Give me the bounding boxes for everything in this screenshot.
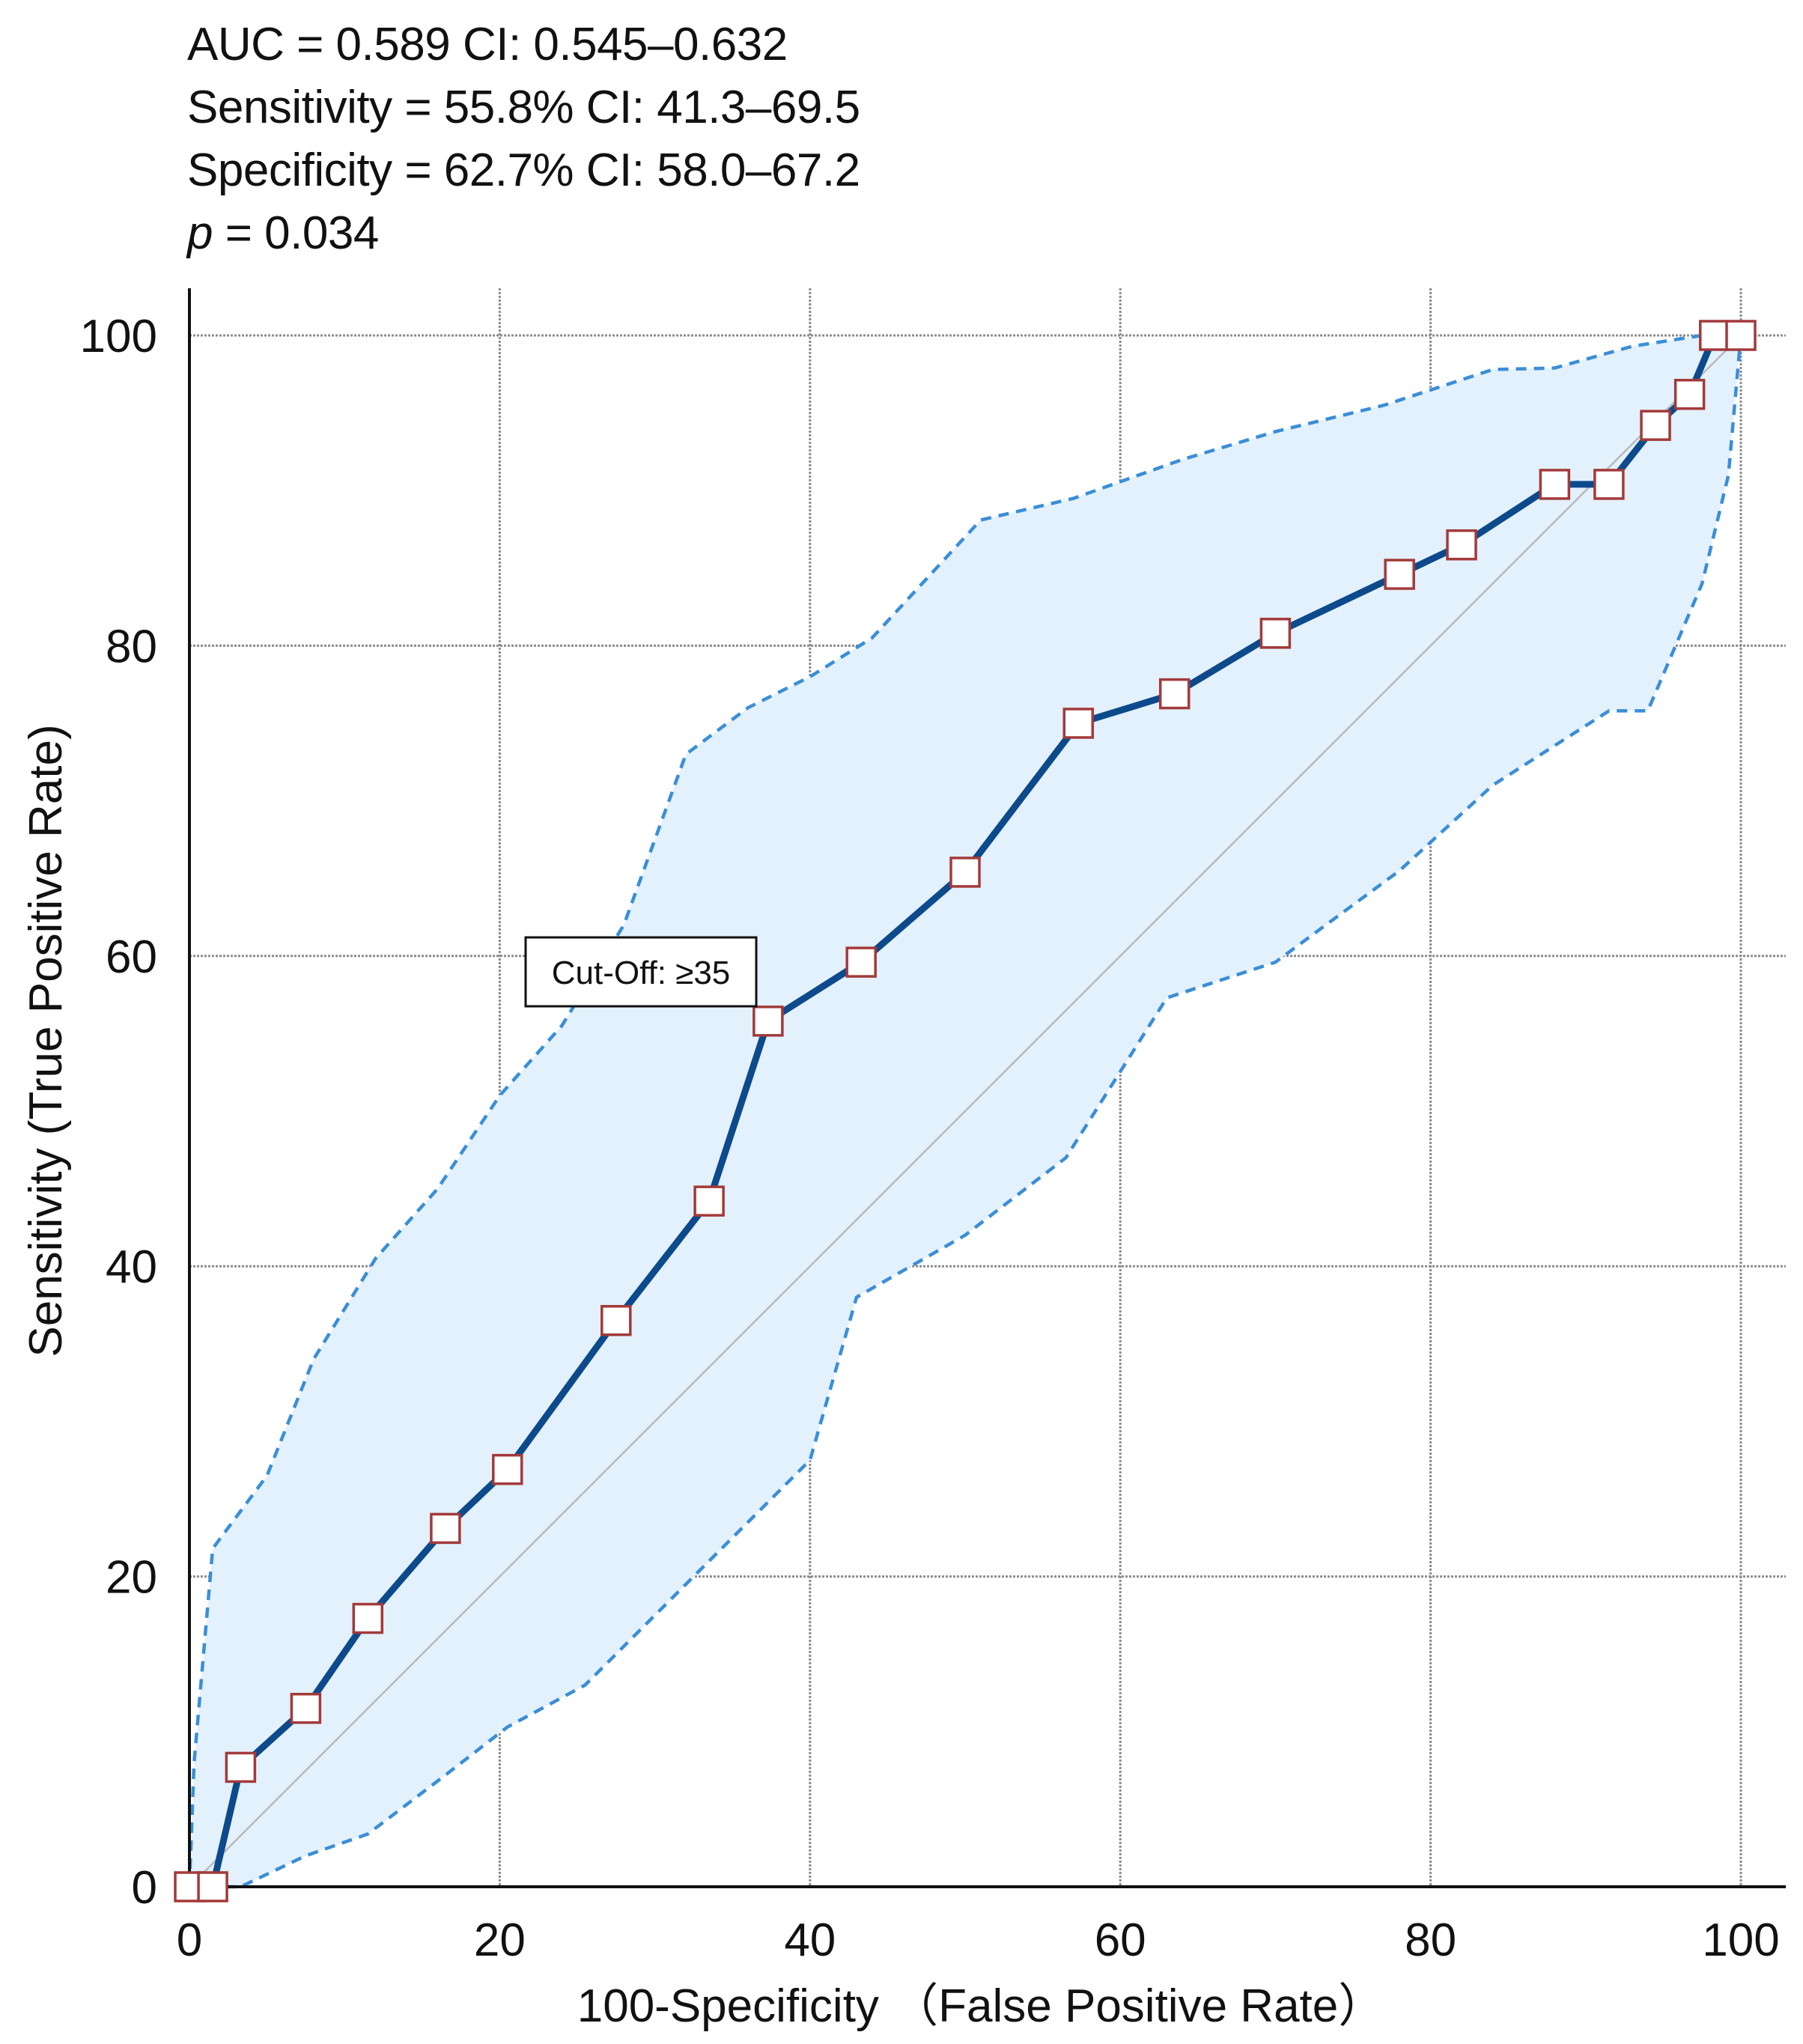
tick-labels: 0 20 40 60 80 100 0 20 40 60 80 100 [80,311,1780,1966]
roc-point-22 [1725,320,1757,351]
reference-diagonal [189,335,1742,1888]
roc-point-8 [693,1185,725,1217]
x-tick-label-60: 60 [1095,1914,1146,1966]
y-tick-label-60: 60 [106,931,157,983]
roc-point-16 [1446,529,1477,561]
cutoff-annotation: Cut-Off: ≥35 [524,936,758,1008]
x-tick-label-20: 20 [474,1914,526,1966]
roc-point-5 [430,1512,461,1545]
roc-point-18 [1593,469,1625,500]
roc-point-20 [1673,378,1706,410]
x-tick-label-100: 100 [1702,1914,1779,1966]
y-tick-label-20: 20 [106,1552,157,1604]
axes [188,288,1786,1888]
y-tick-label-0: 0 [132,1862,157,1914]
auc-stat: AUC = 0.589 CI: 0.545–0.632 [187,19,788,70]
x-axis-title: 100-Specificity （False Positive Rate） [577,1980,1385,2032]
x-tick-label-0: 0 [177,1914,202,1966]
y-tick-label-100: 100 [80,311,157,362]
stats-block: AUC = 0.589 CI: 0.545–0.632 Sensitivity … [187,13,860,265]
roc-point-10 [845,946,877,978]
roc-point-9 [752,1006,784,1037]
roc-point-12 [1062,708,1095,739]
roc-point-4 [352,1602,384,1634]
cutoff-label: Cut-Off: ≥35 [552,955,731,991]
roc-point-21 [1699,320,1730,351]
roc-point-3 [290,1692,322,1724]
roc-point-7 [601,1304,632,1336]
roc-point-1 [197,1871,228,1902]
x-tick-label-40: 40 [784,1914,836,1966]
cutoff-box [524,936,758,1008]
roc-point-14 [1259,618,1292,649]
y-tick-label-40: 40 [106,1241,157,1293]
roc-point-2 [225,1751,257,1783]
roc-markers [174,320,1757,1902]
roc-point-15 [1384,559,1415,590]
roc-point-17 [1539,469,1571,500]
roc-point-19 [1640,410,1671,441]
roc-point-6 [492,1453,523,1485]
p-value: = 0.034 [212,207,380,259]
y-axis-title: Sensitivity (True Positive Rate) [20,724,72,1357]
p-value-stat: p = 0.034 [187,202,860,265]
p-symbol: p [187,207,213,259]
specificity-stat: Specificity = 62.7% CI: 58.0–67.2 [187,145,860,196]
roc-point-11 [949,857,981,888]
upper-ci-line [187,333,1741,1888]
sensitivity-stat: Sensitivity = 55.8% CI: 41.3–69.5 [187,82,860,133]
x-tick-label-80: 80 [1405,1914,1456,1966]
roc-point-13 [1158,678,1191,710]
y-tick-label-80: 80 [106,621,157,672]
